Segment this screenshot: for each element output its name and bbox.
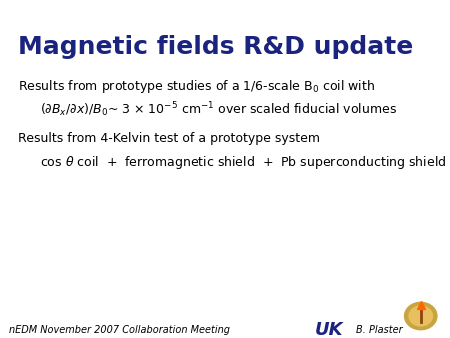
Text: nEDM November 2007 Collaboration Meeting: nEDM November 2007 Collaboration Meeting — [9, 325, 230, 335]
Text: $(\partial B_x/\partial x)/B_0$~ 3 $\times$ 10$^{-5}$ cm$^{-1}$ over scaled fidu: $(\partial B_x/\partial x)/B_0$~ 3 $\tim… — [40, 100, 397, 119]
Text: B. Plaster: B. Plaster — [356, 325, 402, 335]
Text: Results from 4-Kelvin test of a prototype system: Results from 4-Kelvin test of a prototyp… — [18, 132, 320, 145]
Text: Results from prototype studies of a 1/6-scale $\mathregular{B_0}$ coil with: Results from prototype studies of a 1/6-… — [18, 78, 375, 95]
Circle shape — [405, 302, 437, 330]
Text: UK: UK — [315, 321, 344, 338]
Circle shape — [409, 306, 432, 326]
Text: Magnetic fields R&D update: Magnetic fields R&D update — [18, 35, 413, 59]
Text: cos $\theta$ coil  +  ferromagnetic shield  +  Pb superconducting shield: cos $\theta$ coil + ferromagnetic shield… — [40, 154, 447, 171]
